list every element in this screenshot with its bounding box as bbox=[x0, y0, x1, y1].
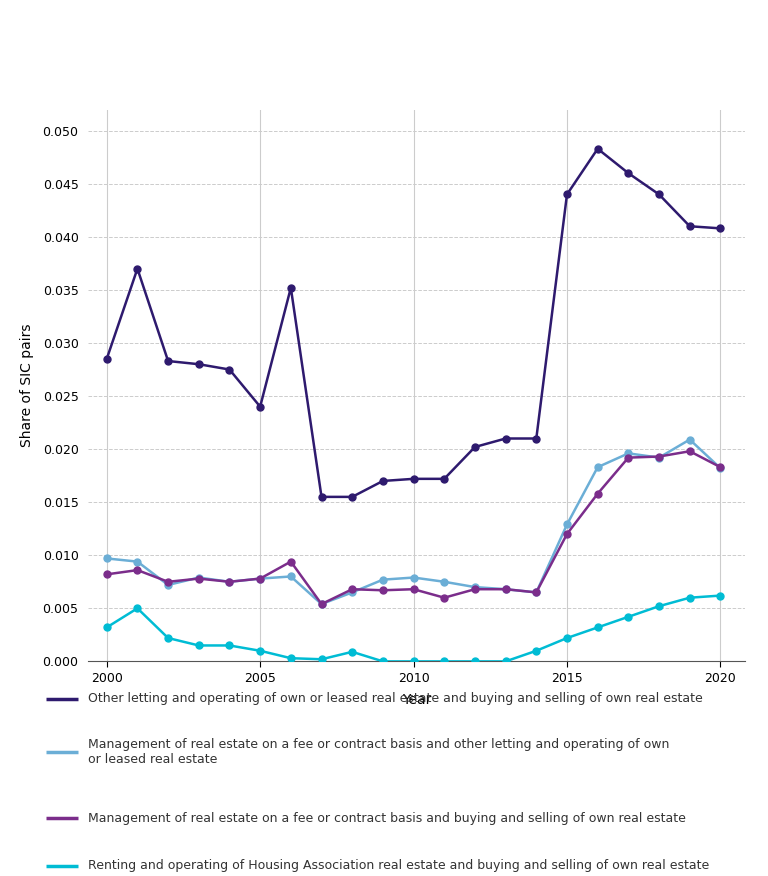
Text: (Live companies): (Live companies) bbox=[19, 74, 151, 88]
Text: Renting and operating of Housing Association real estate and buying and selling : Renting and operating of Housing Associa… bbox=[88, 859, 710, 872]
Text: Management of real estate on a fee or contract basis and buying and selling of o: Management of real estate on a fee or co… bbox=[88, 812, 687, 825]
Y-axis label: Share of SIC pairs: Share of SIC pairs bbox=[20, 324, 35, 447]
X-axis label: Year: Year bbox=[402, 693, 432, 707]
Text: Other letting and operating of own or leased real estate and buying and selling : Other letting and operating of own or le… bbox=[88, 692, 703, 705]
Text: Real estate and letting SIC pairings over time: Real estate and letting SIC pairings ove… bbox=[19, 30, 629, 53]
Text: Management of real estate on a fee or contract basis and other letting and opera: Management of real estate on a fee or co… bbox=[88, 738, 670, 766]
